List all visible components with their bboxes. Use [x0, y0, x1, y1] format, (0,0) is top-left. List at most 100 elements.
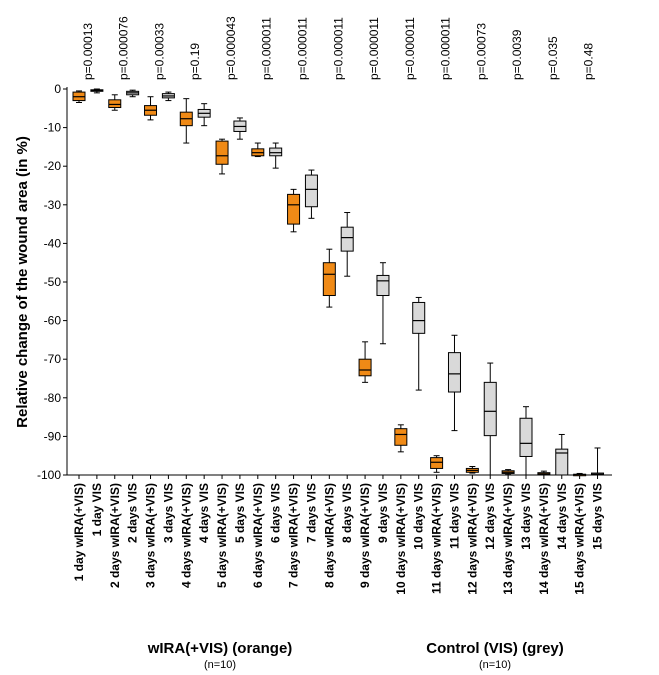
x-tick-label: 8 days VIS	[340, 483, 354, 543]
x-tick-label: 3 days wIRA(+VIS)	[144, 483, 158, 588]
x-tick-label: 10 days VIS	[412, 483, 426, 550]
x-tick-label: 1 day VIS	[90, 483, 104, 536]
x-tick-label: 2 days VIS	[126, 483, 140, 543]
p-value-label: p=0.000043	[224, 16, 238, 80]
box-iqr	[412, 301, 426, 334]
legend-vis-title: Control (VIS) (grey)	[426, 640, 564, 657]
p-value-label: p=0.00073	[474, 23, 488, 80]
box-7	[179, 98, 193, 144]
x-tick-label: 7 days wIRA(+VIS)	[287, 483, 301, 588]
y-tick-label: -30	[44, 198, 62, 212]
box-iqr	[304, 174, 318, 208]
x-tick-label: 15 days VIS	[591, 483, 605, 550]
x-tick-label: 1 day wIRA(+VIS)	[72, 483, 86, 581]
box-15	[322, 248, 336, 308]
box-iqr	[447, 352, 461, 393]
y-tick-label: -60	[44, 314, 62, 328]
x-tick-label: 14 days VIS	[555, 483, 569, 550]
box-10	[233, 117, 247, 140]
y-tick-label: -100	[37, 468, 61, 482]
box-8	[197, 103, 211, 127]
p-value-label: p=0.035	[546, 36, 560, 80]
box-18	[376, 262, 390, 345]
box-28	[555, 433, 569, 476]
x-tick-label: 11 days wIRA(+VIS)	[430, 483, 444, 594]
y-axis-label: Relative change of the wound area (in %)	[14, 136, 31, 428]
y-tick-label: -20	[44, 159, 62, 173]
x-tick-label: 4 days wIRA(+VIS)	[179, 483, 193, 588]
y-tick-label: 0	[54, 82, 61, 96]
x-tick-label: 7 days VIS	[304, 483, 318, 543]
x-tick-label: 5 days wIRA(+VIS)	[215, 483, 229, 588]
p-value-label: p=0.000076	[117, 16, 131, 80]
p-value-label: p=0.000011	[260, 17, 274, 80]
y-tick-label: -40	[44, 236, 62, 250]
box-iqr	[394, 428, 408, 446]
box-1	[72, 90, 86, 104]
box-23	[465, 466, 479, 474]
box-iqr	[340, 226, 354, 252]
legend-vis: Control (VIS) (grey) (n=10)	[380, 640, 610, 671]
p-value-label: p=0.000011	[367, 17, 381, 80]
box-16	[340, 212, 354, 277]
p-value-label: p=0.000011	[296, 17, 310, 80]
p-value-label: p=0.000011	[331, 17, 345, 80]
box-22	[447, 334, 461, 432]
box-iqr	[430, 457, 444, 469]
box-14	[304, 169, 318, 219]
box-20	[412, 296, 426, 391]
box-26	[519, 406, 533, 476]
box-iqr	[519, 417, 533, 457]
x-tick-label: 12 days wIRA(+VIS)	[465, 483, 479, 595]
legend-vis-n: (n=10)	[478, 659, 512, 671]
y-tick-label: -50	[44, 275, 62, 289]
box-13	[287, 188, 301, 233]
x-tick-label: 11 days VIS	[447, 483, 461, 549]
p-value-label: p=0.19	[188, 43, 202, 80]
y-tick-label: -80	[44, 391, 62, 405]
x-tick-label: 6 days wIRA(+VIS)	[251, 483, 265, 588]
x-tick-label: 14 days wIRA(+VIS)	[537, 483, 551, 595]
box-27	[537, 470, 551, 476]
box-19	[394, 424, 408, 453]
x-tick-label: 4 days VIS	[197, 483, 211, 543]
x-tick-label: 13 days wIRA(+VIS)	[501, 483, 515, 595]
box-iqr	[287, 193, 301, 225]
x-tick-label: 15 days wIRA(+VIS)	[573, 483, 587, 595]
p-value-label: p=0.00033	[152, 23, 166, 80]
box-iqr	[555, 448, 569, 476]
box-4	[126, 89, 140, 98]
box-2	[90, 88, 104, 94]
p-value-label: p=0.000011	[439, 17, 453, 80]
y-tick-label: -90	[44, 429, 62, 443]
x-tick-label: 13 days VIS	[519, 483, 533, 550]
p-value-labels: p=0.00013 p=0.000076 p=0.00033 p=0.19 p=0.00…	[81, 16, 596, 80]
box-iqr	[358, 358, 372, 377]
x-tick-label: 12 days VIS	[483, 483, 497, 550]
x-tick-label: 5 days VIS	[233, 483, 247, 543]
box-iqr	[215, 140, 229, 165]
x-tick-label: 6 days VIS	[269, 483, 283, 543]
box-iqr	[322, 262, 336, 297]
legend-wira-title: wIRA(+VIS) (orange)	[147, 640, 293, 657]
box-12	[269, 142, 283, 169]
box-24	[483, 362, 497, 476]
box-29	[573, 472, 587, 477]
box-11	[251, 142, 265, 158]
box-21	[430, 455, 444, 473]
x-tick-label: 2 days wIRA(+VIS)	[108, 483, 122, 588]
x-tick-label: 10 days wIRA(+VIS)	[394, 483, 408, 595]
legend-wira: wIRA(+VIS) (orange) (n=10)	[100, 640, 340, 671]
x-axis: 1 day wIRA(+VIS) 1 day VIS 2 days wIRA(+VI…	[67, 474, 612, 595]
box-30	[591, 447, 605, 476]
box-iqr	[108, 99, 122, 109]
x-tick-label: 9 days wIRA(+VIS)	[358, 483, 372, 588]
legend-wira-n: (n=10)	[203, 659, 237, 671]
box-series	[72, 88, 605, 477]
box-17	[358, 341, 372, 383]
x-tick-label: 9 days VIS	[376, 483, 390, 543]
y-tick-label: -10	[44, 121, 62, 135]
box-3	[108, 94, 122, 111]
box-9	[215, 138, 229, 175]
box-iqr	[376, 274, 390, 297]
